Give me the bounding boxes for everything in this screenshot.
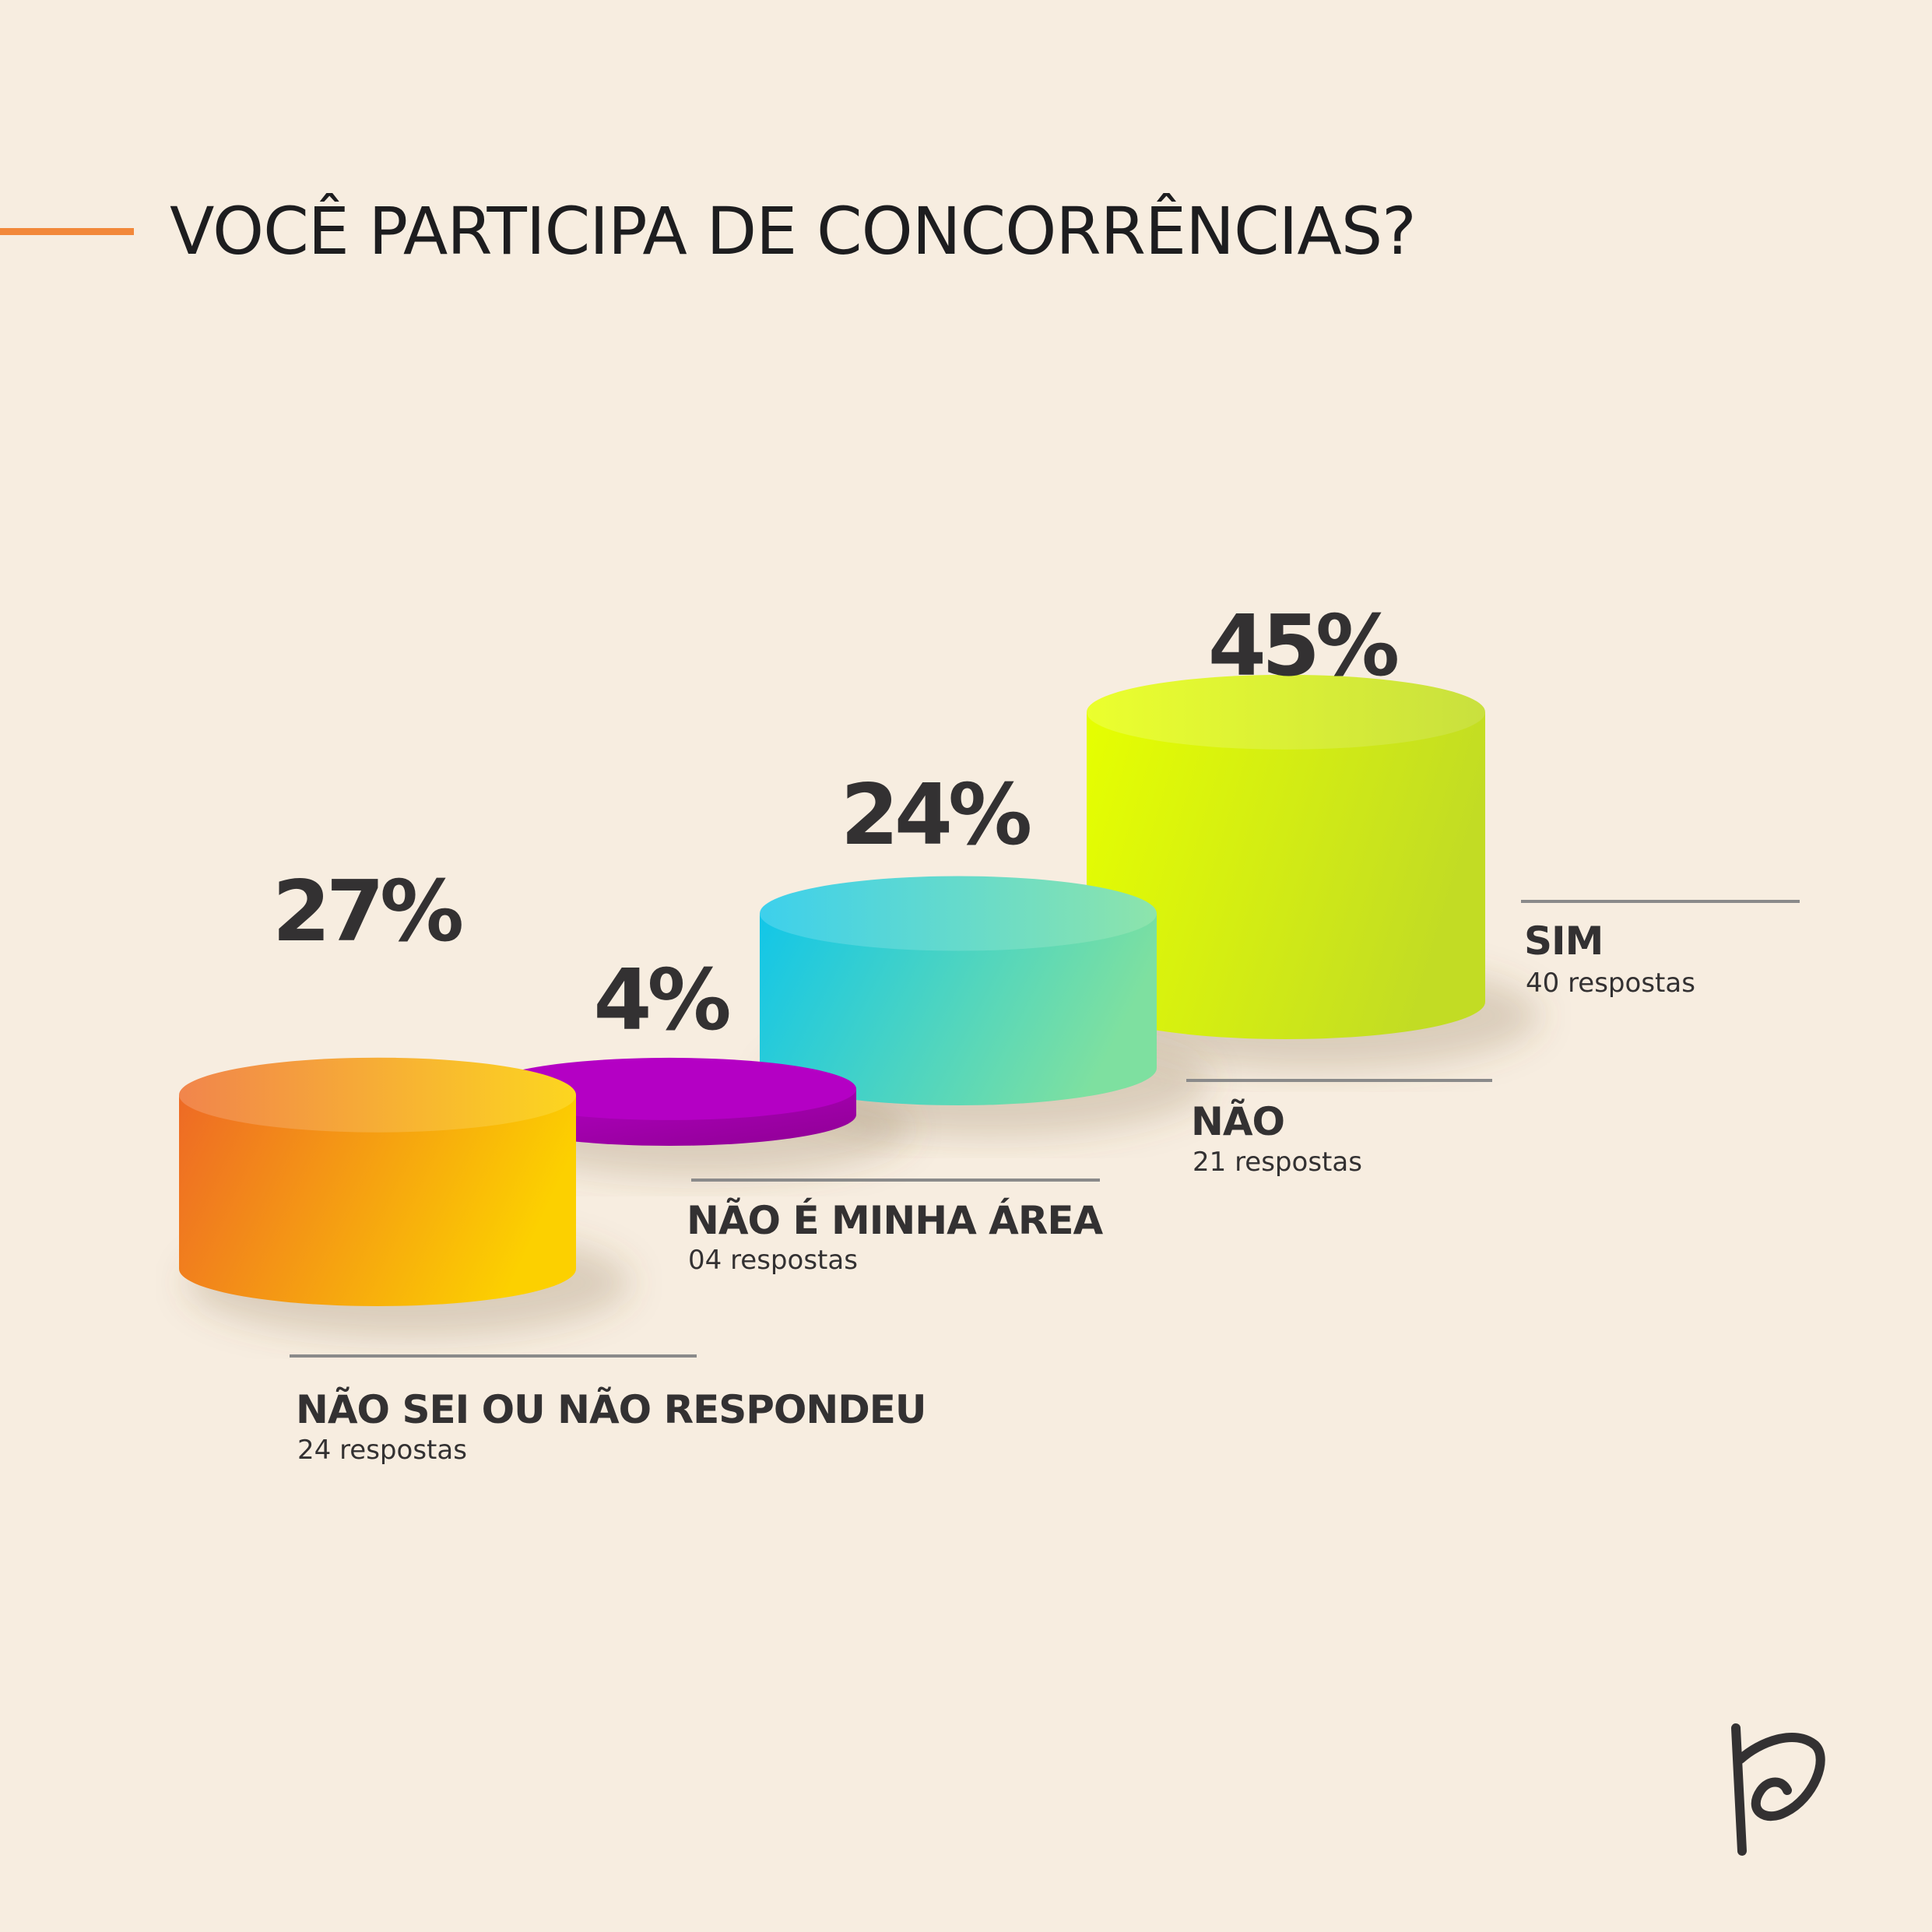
category-label: NÃO É MINHA ÁREA <box>687 1197 1104 1243</box>
brand-p-logo-icon <box>1731 1723 1825 1856</box>
chart-title: VOCÊ PARTICIPA DE CONCORRÊNCIAS? <box>170 193 1417 269</box>
bar <box>179 1057 576 1306</box>
bar-side <box>1087 711 1485 1039</box>
responses-label: 04 respostas <box>688 1245 858 1276</box>
bar <box>1087 674 1485 1039</box>
data-label: 27% <box>272 863 462 961</box>
data-label: 24% <box>841 767 1030 864</box>
bar-top <box>179 1057 576 1133</box>
bar-top <box>760 876 1157 951</box>
responses-label: 40 respostas <box>1526 968 1695 999</box>
bar-side <box>179 1094 576 1306</box>
bar-side <box>760 913 1157 1105</box>
data-label: 45% <box>1208 598 1397 695</box>
category-label: SIM <box>1524 919 1603 964</box>
bar <box>760 876 1157 1105</box>
cylinder-bars <box>179 674 1485 1306</box>
category-label: NÃO SEI OU NÃO RESPONDEU <box>296 1386 926 1432</box>
category-label: NÃO <box>1191 1098 1284 1144</box>
responses-label: 24 respostas <box>297 1435 467 1466</box>
data-label: 4% <box>593 952 729 1049</box>
title-rule <box>0 228 134 235</box>
responses-label: 21 respostas <box>1193 1147 1362 1178</box>
bar-top <box>1087 674 1485 750</box>
